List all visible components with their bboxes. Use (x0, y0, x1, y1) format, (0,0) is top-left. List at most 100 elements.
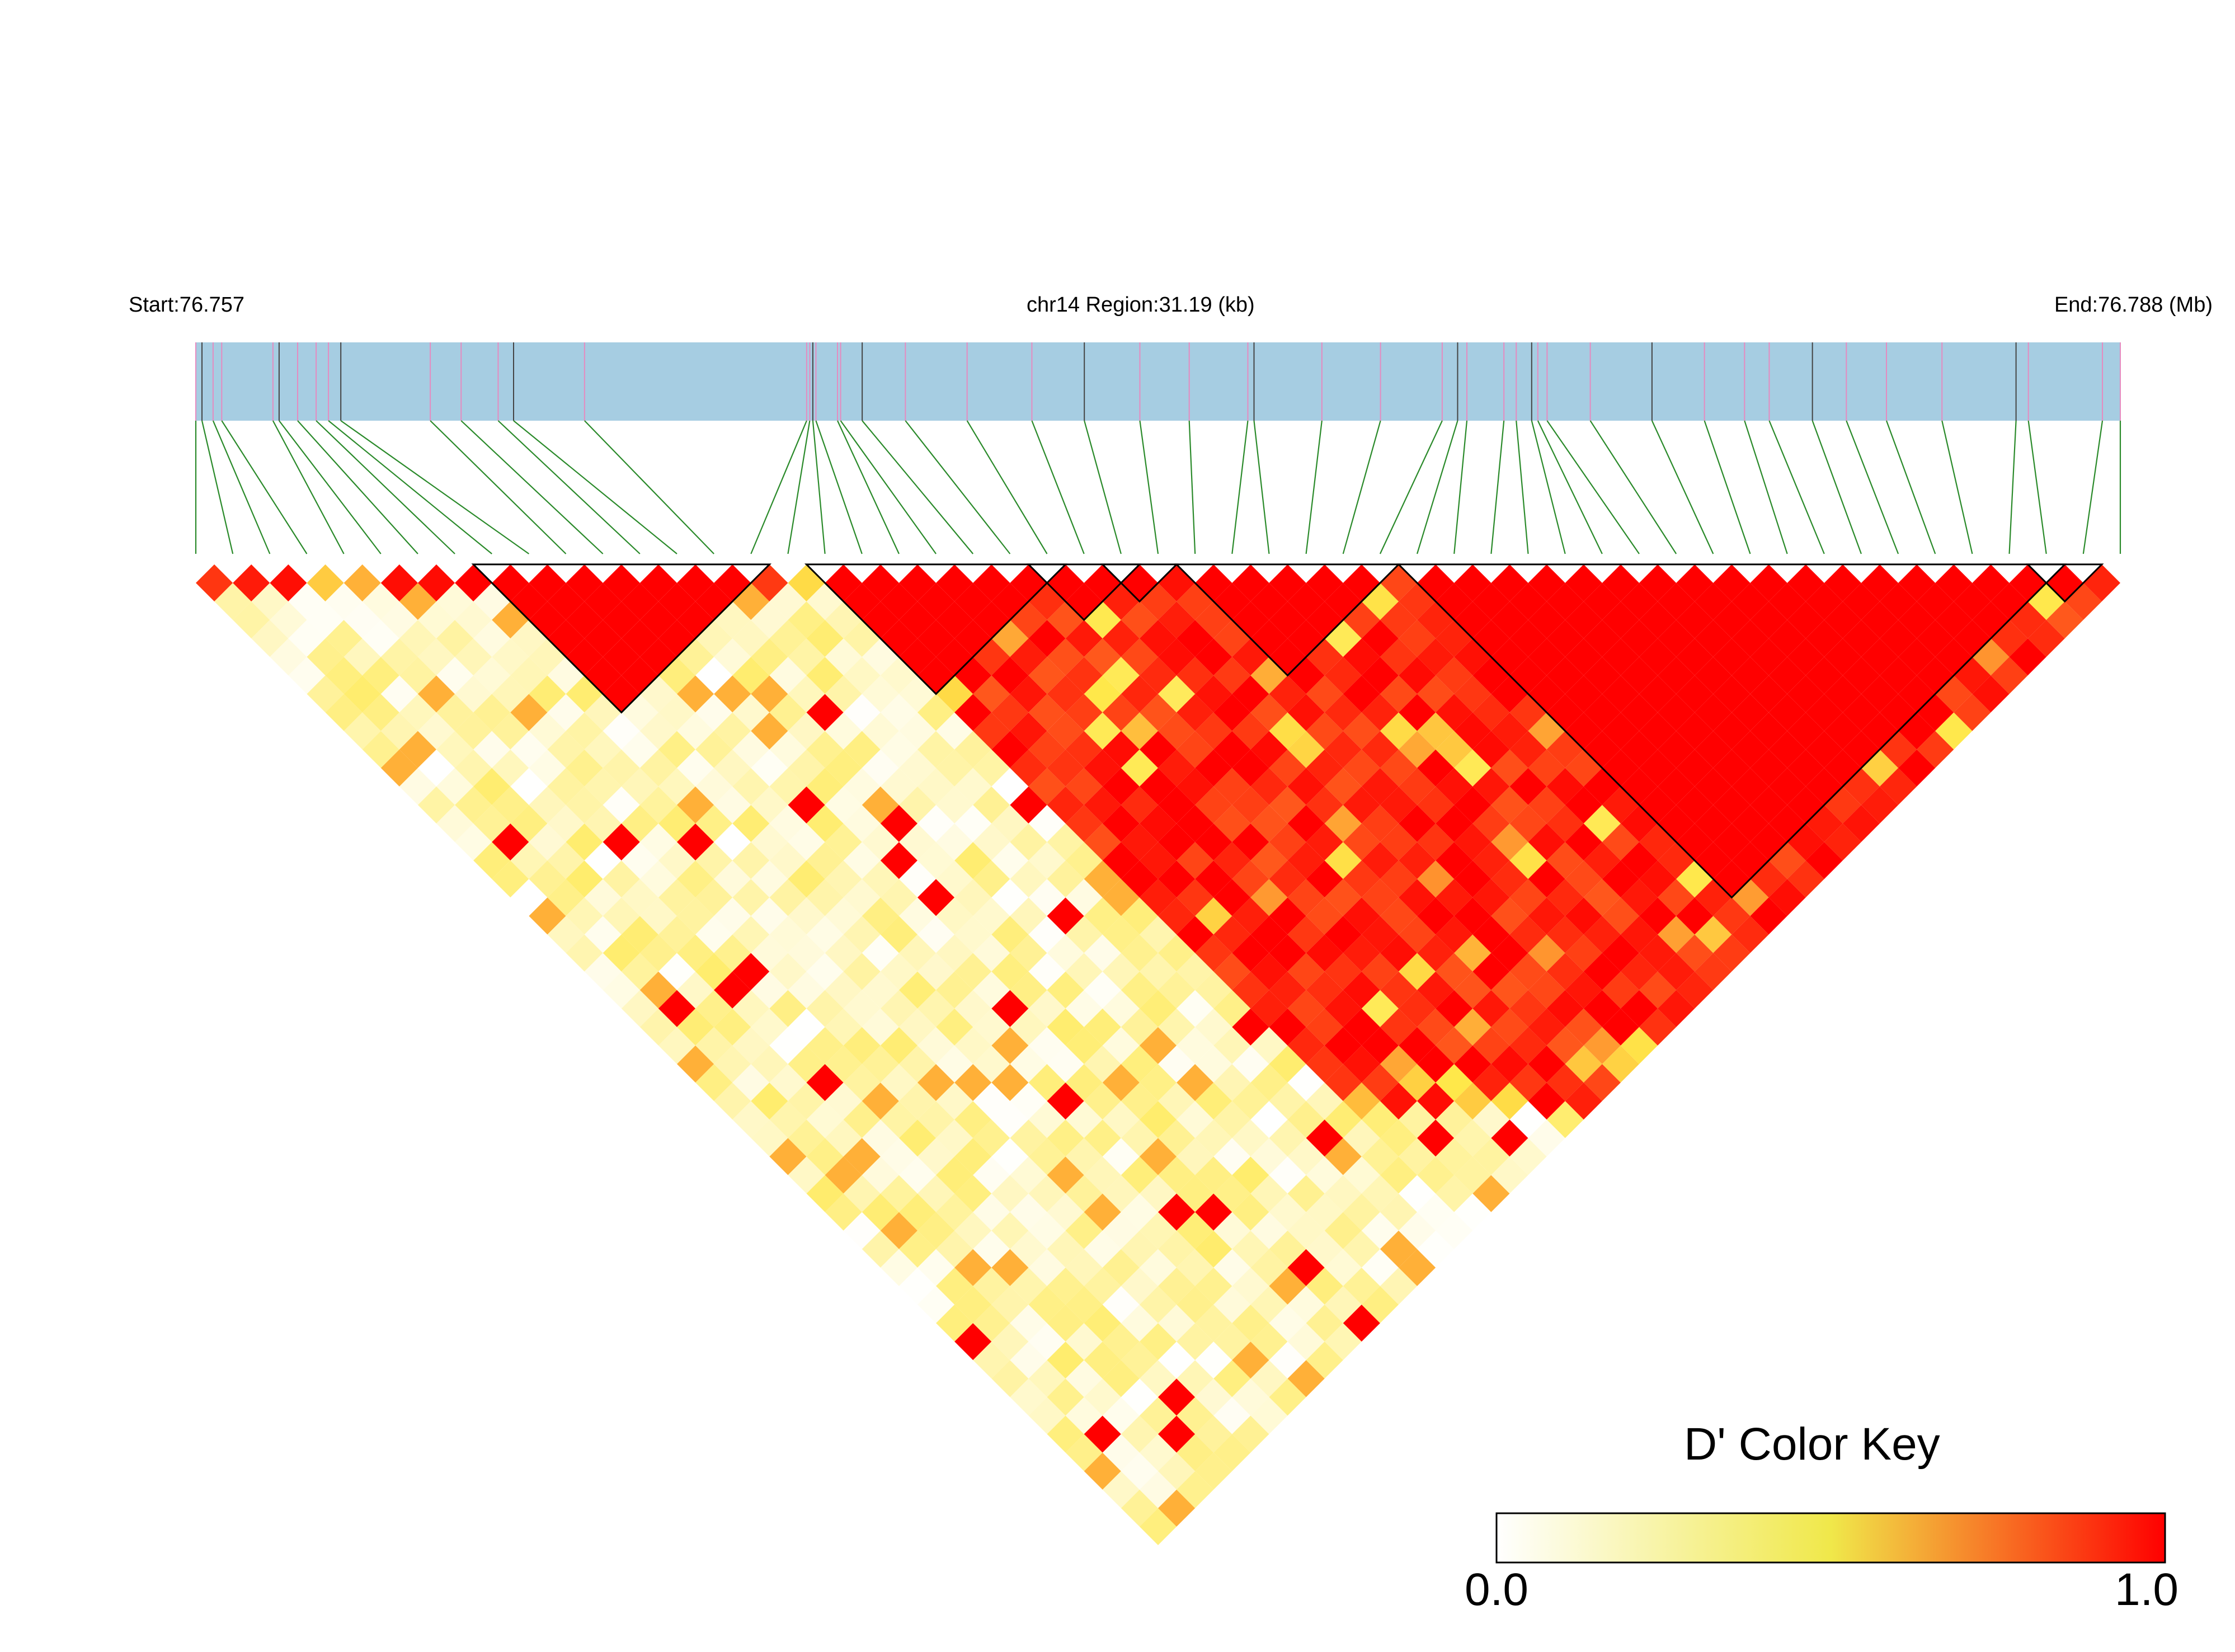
ld-cell (1935, 712, 1973, 750)
ld-cell (492, 675, 529, 713)
ld-cell (991, 1323, 1029, 1361)
ld-cell (1306, 860, 1343, 898)
ld-cell (1306, 1119, 1343, 1157)
ld-cell (825, 934, 862, 972)
snp-connector (221, 420, 308, 554)
ld-cell (1399, 1064, 1436, 1102)
ld-cell (1380, 786, 1418, 823)
ld-cell (1195, 860, 1232, 898)
ld-cell (1195, 1156, 1232, 1194)
ld-cell (1399, 694, 1436, 731)
snp-connector (584, 420, 714, 554)
ld-cell (1658, 804, 1695, 843)
ld-cell (917, 1138, 955, 1175)
ld-cell (1287, 1101, 1325, 1138)
ld-cell (1121, 1045, 1158, 1083)
region-label: chr14 Region:31.19 (kb) (1027, 293, 1255, 317)
ld-cell (1842, 620, 1880, 657)
ld-cell (1158, 786, 1196, 823)
snp-connector (1846, 420, 1899, 554)
ld-cell (1528, 638, 1565, 676)
ld-cell (1880, 768, 1917, 805)
ld-cell (1639, 564, 1677, 602)
ld-cell (1269, 1082, 1306, 1120)
ld-cell (1842, 583, 1880, 620)
ld-cell (1436, 804, 1473, 843)
ld-cell (1324, 694, 1362, 731)
ld-cell (1861, 675, 1899, 713)
ld-cell (1787, 749, 1824, 787)
ld-cell (880, 1212, 917, 1249)
ld-cell (1509, 953, 1547, 990)
ld-cell (825, 897, 862, 935)
ld-cell (1602, 934, 1639, 972)
snp-connector (1811, 420, 1862, 554)
ld-cell (1713, 675, 1751, 713)
ld-cell (1121, 1230, 1158, 1268)
snp-connector (1744, 420, 1788, 554)
ld-cell (1399, 953, 1436, 990)
ld-cell (1509, 990, 1547, 1027)
ld-cell (380, 638, 418, 676)
ld-cell (825, 823, 862, 861)
start-label: Start:76.757 (129, 293, 245, 317)
ld-cell (1546, 620, 1584, 657)
ld-cell (1472, 879, 1510, 916)
ld-cell (1583, 583, 1621, 620)
ld-cell (1546, 657, 1584, 694)
ld-cell (751, 1119, 788, 1157)
ld-cell (1454, 638, 1491, 676)
ld-cell (1509, 1027, 1547, 1064)
ld-cell (954, 768, 992, 805)
ld-cell (1158, 1267, 1196, 1305)
ld-cell (1139, 1027, 1177, 1064)
ld-cell (1121, 786, 1158, 823)
ld-cell (1380, 897, 1418, 935)
ld-cell (1436, 657, 1473, 694)
ld-cell (1546, 842, 1584, 879)
ld-cell (1121, 1193, 1158, 1231)
ld-cell (1177, 1212, 1214, 1249)
ld-cell (1380, 1082, 1418, 1120)
ld-cell (1177, 1249, 1214, 1286)
ld-cell (1787, 786, 1824, 823)
ld-cell (825, 749, 862, 787)
ld-cell (880, 1138, 917, 1175)
ld-cell (1454, 786, 1491, 823)
ld-cell (1065, 916, 1103, 953)
ld-cell (1824, 601, 1861, 639)
ld-cell (1065, 694, 1103, 731)
ld-cell (1232, 1342, 1269, 1379)
ld-cell (1324, 657, 1362, 694)
snp-connector (430, 420, 567, 554)
ld-cell (1546, 768, 1584, 805)
ld-cell (1528, 1045, 1565, 1083)
snp-connector (1084, 420, 1122, 554)
ld-cell (1232, 897, 1269, 935)
ld-cell (1824, 564, 1861, 602)
ld-cell (1195, 638, 1232, 676)
ld-cell (1084, 1119, 1121, 1157)
ld-cell (1213, 1249, 1251, 1286)
ld-cell (1287, 842, 1325, 879)
snp-connector (750, 420, 807, 554)
ld-cell (1306, 1045, 1343, 1083)
ld-cell (1047, 1193, 1084, 1231)
ld-cell (1658, 768, 1695, 805)
ld-cell (1436, 879, 1473, 916)
ld-cell (1287, 731, 1325, 768)
ld-cell (1102, 1286, 1140, 1324)
ld-cell (436, 694, 474, 731)
ld-cell (1102, 1212, 1140, 1249)
ld-cell (1546, 1064, 1584, 1102)
chromosome-track (196, 342, 2120, 421)
ld-cell (1306, 1082, 1343, 1120)
ld-cell (1602, 823, 1639, 861)
ld-cell (1065, 657, 1103, 694)
ld-cell (1306, 897, 1343, 935)
ld-cell (1361, 731, 1399, 768)
ld-cell (1639, 749, 1677, 787)
ld-cell (1213, 1138, 1251, 1175)
ld-cell (862, 1193, 899, 1231)
ld-cell (1324, 916, 1362, 953)
